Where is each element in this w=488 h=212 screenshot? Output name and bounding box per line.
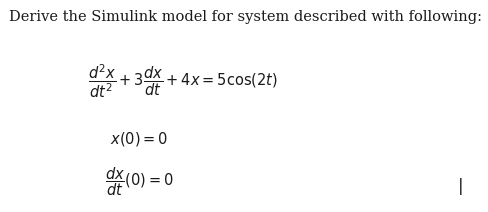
- Text: |: |: [458, 178, 464, 195]
- Text: $x(0)=0$: $x(0)=0$: [110, 130, 168, 148]
- Text: $\dfrac{d^2x}{dt^2}+3\dfrac{dx}{dt}+4x=5\cos(2t)$: $\dfrac{d^2x}{dt^2}+3\dfrac{dx}{dt}+4x=5…: [88, 61, 278, 100]
- Text: Derive the Simulink model for system described with following:: Derive the Simulink model for system des…: [9, 10, 482, 24]
- Text: $\dfrac{dx}{dt}(0)=0$: $\dfrac{dx}{dt}(0)=0$: [105, 165, 173, 198]
